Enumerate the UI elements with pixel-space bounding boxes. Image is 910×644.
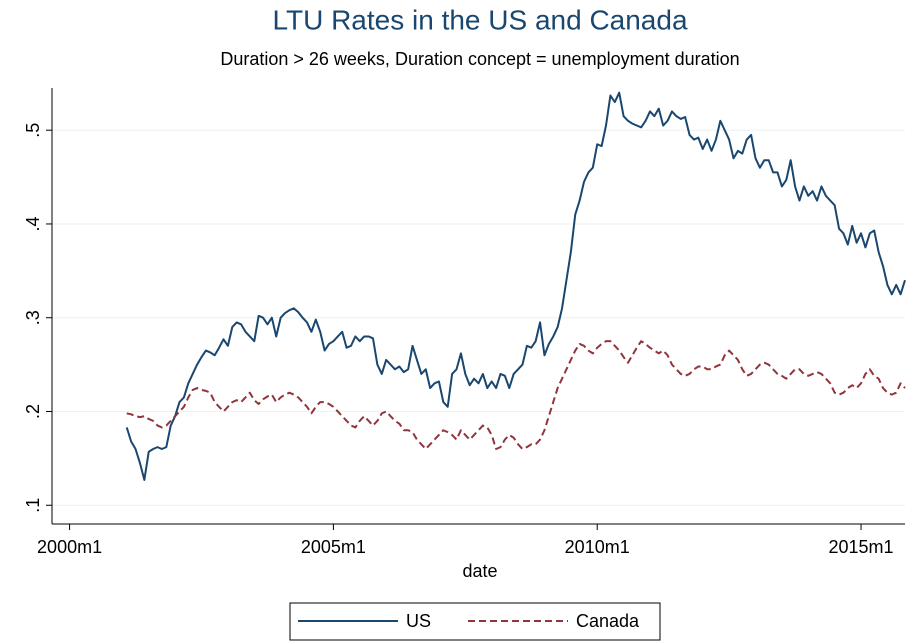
x-tick-label: 2010m1 xyxy=(565,537,630,557)
y-tick-label: .3 xyxy=(23,310,43,325)
y-tick-label: .2 xyxy=(23,404,43,419)
x-tick-label: 2005m1 xyxy=(301,537,366,557)
x-axis-label: date xyxy=(462,561,497,581)
legend-label: US xyxy=(406,611,431,631)
chart-title: LTU Rates in the US and Canada xyxy=(272,4,687,35)
legend-label: Canada xyxy=(576,611,640,631)
x-tick-label: 2015m1 xyxy=(828,537,893,557)
x-tick-label: 2000m1 xyxy=(37,537,102,557)
line-series xyxy=(125,91,906,481)
y-tick-label: .4 xyxy=(23,216,43,231)
line-series xyxy=(126,340,906,450)
y-tick-label: .5 xyxy=(23,123,43,138)
y-tick-label: .1 xyxy=(23,498,43,513)
chart-subtitle: Duration > 26 weeks, Duration concept = … xyxy=(220,49,739,69)
